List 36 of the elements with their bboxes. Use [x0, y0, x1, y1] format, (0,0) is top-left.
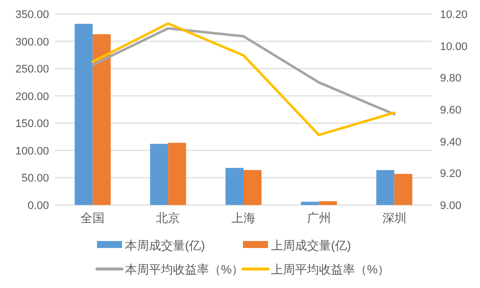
bar — [150, 144, 168, 205]
line-series — [91, 22, 396, 136]
legend-label: 上周成交量(亿) — [271, 238, 351, 252]
bar — [168, 142, 186, 205]
x-tick-label: 上海 — [232, 211, 256, 225]
y-tick-label: 250.00 — [15, 64, 49, 76]
y-tick-label: 200.00 — [15, 90, 49, 103]
bar — [92, 34, 111, 205]
y2-tick-label: 9.20 — [440, 168, 462, 180]
bar — [226, 168, 244, 205]
legend-label: 本周成交量(亿) — [125, 238, 205, 252]
y-tick-label: 50.00 — [21, 172, 49, 185]
x-tick-label: 深圳 — [382, 211, 406, 225]
y-tick-label: 100.00 — [15, 145, 49, 158]
bar — [394, 174, 412, 205]
y-tick-label: 150.00 — [15, 118, 49, 130]
y-tick-label: 350.00 — [15, 9, 49, 21]
y2-tick-label: 9.60 — [440, 104, 462, 116]
x-tick-label: 全国 — [80, 211, 105, 225]
line-series — [91, 27, 396, 116]
bar — [244, 170, 262, 205]
y-tick-label: 0.00 — [28, 200, 49, 212]
bar — [74, 24, 93, 205]
y2-tick-label: 10.00 — [440, 40, 468, 53]
x-tick-label: 广州 — [306, 211, 331, 225]
y2-tick-label: 9.40 — [440, 136, 462, 148]
bar — [376, 170, 394, 205]
bar — [300, 202, 319, 205]
y-tick-label: 300.00 — [15, 36, 49, 48]
legend-label: 上周平均收益率（%） — [271, 262, 390, 276]
y2-tick-label: 9.80 — [440, 72, 462, 85]
bar — [318, 201, 337, 205]
y2-tick-label: 9.00 — [440, 200, 462, 212]
legend-label: 本周平均收益率（%） — [125, 262, 244, 276]
y2-tick-label: 10.20 — [440, 9, 468, 21]
x-tick-label: 北京 — [156, 211, 180, 225]
